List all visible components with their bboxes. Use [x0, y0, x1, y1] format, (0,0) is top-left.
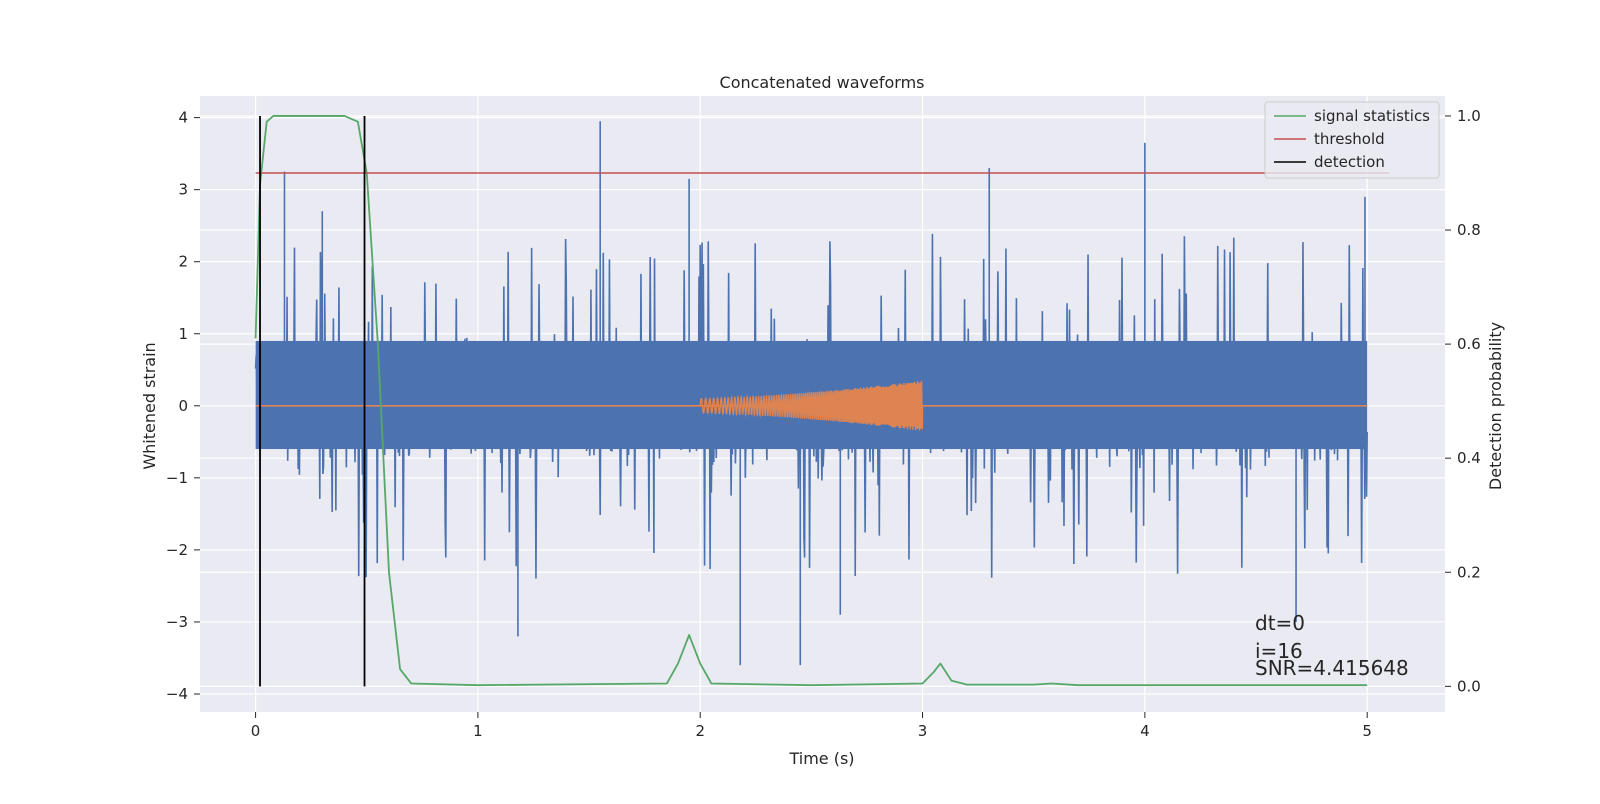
x-tick-label: 5	[1362, 722, 1372, 740]
y-tick-label: 1	[178, 325, 188, 343]
y-tick-label: −1	[166, 469, 188, 487]
y-tick-label: −3	[166, 613, 188, 631]
x-tick-label: 0	[251, 722, 261, 740]
x-axis-label: Time (s)	[788, 749, 854, 768]
y-tick-label: 3	[178, 181, 188, 199]
annotation-dt: dt=0	[1255, 611, 1305, 635]
annotation-i: i=16	[1255, 639, 1303, 663]
annotation-snr: SNR=4.415648	[1255, 656, 1409, 680]
y2-tick-label: 0.2	[1457, 563, 1481, 581]
y-tick-label: 2	[178, 253, 188, 271]
y-tick-label: 0	[178, 397, 188, 415]
x-tick-label: 3	[918, 722, 928, 740]
chirp-series	[255, 380, 1368, 431]
detection-series	[259, 115, 366, 687]
y2-tick-label: 0.8	[1457, 221, 1481, 239]
y-axis-label: Whitened strain	[140, 342, 159, 469]
x-tick-label: 1	[473, 722, 483, 740]
signal-statistics-line	[254, 115, 1368, 687]
x-tick-label: 2	[695, 722, 705, 740]
x-tick-label: 4	[1140, 722, 1150, 740]
y2-tick-label: 0.4	[1457, 449, 1481, 467]
legend-label-signal-statistics: signal statistics	[1314, 107, 1430, 125]
legend-box	[1264, 101, 1440, 179]
y-tick-label: −2	[166, 541, 188, 559]
chart-title: Concatenated waveforms	[720, 73, 925, 92]
axes: 0 1 2 3 4 5 4 3 2 1 0 −1 −2 −3 −4 1.0 0.8 0.6 0.4 0.2 0.0	[166, 107, 1481, 740]
y-tick-label: 4	[178, 109, 188, 127]
legend-label-threshold: threshold	[1314, 130, 1385, 148]
legend-label-detection: detection	[1314, 153, 1385, 171]
y-tick-label: −4	[166, 685, 188, 703]
chirp-line	[699, 380, 924, 431]
legend: signal statistics threshold detection	[1264, 101, 1440, 179]
y2-tick-label: 1.0	[1457, 107, 1481, 125]
y2-tick-label: 0.0	[1457, 677, 1481, 695]
signal-statistics-series	[254, 115, 1368, 687]
y2-axis-label: Detection probability	[1486, 322, 1505, 490]
y2-tick-label: 0.6	[1457, 335, 1481, 353]
